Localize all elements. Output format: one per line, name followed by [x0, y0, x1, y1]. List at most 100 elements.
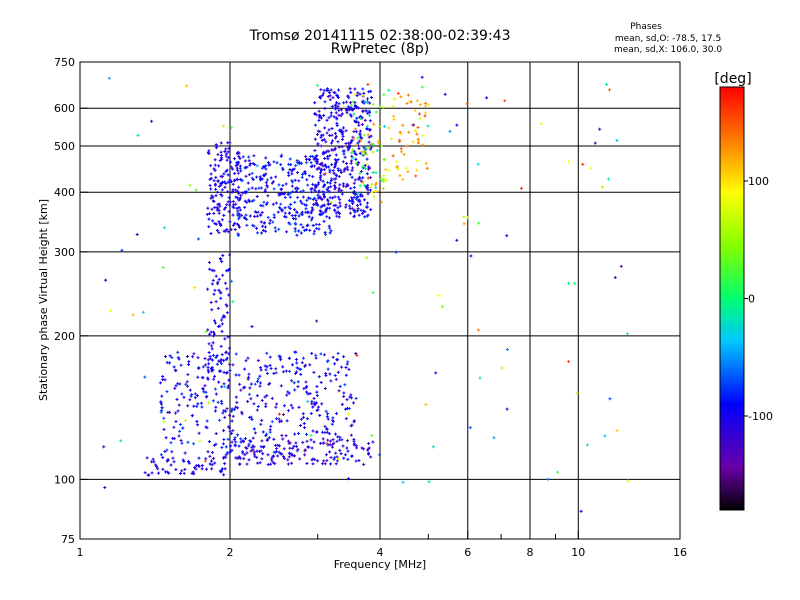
data-point [261, 452, 265, 456]
data-point [229, 160, 233, 164]
data-point [206, 358, 210, 362]
data-point [297, 367, 301, 371]
data-point [266, 194, 270, 198]
data-point [337, 108, 341, 112]
data-point [259, 422, 263, 426]
data-point [234, 188, 238, 192]
data-point [317, 166, 321, 170]
data-point [352, 137, 356, 141]
data-point [351, 401, 355, 405]
data-point [333, 208, 337, 212]
data-point [293, 371, 297, 375]
data-point [222, 437, 226, 441]
data-point [212, 334, 216, 338]
data-point [281, 166, 285, 170]
data-point [179, 422, 183, 426]
data-point [217, 209, 221, 213]
data-point [311, 429, 315, 433]
phases-line-x: mean, sd,X: 106.0, 30.0 [614, 45, 722, 55]
data-point [346, 168, 350, 172]
data-point [206, 368, 210, 372]
data-point [277, 354, 281, 358]
data-point [354, 153, 358, 157]
data-point [294, 189, 298, 193]
data-point [216, 282, 220, 286]
data-point [324, 372, 328, 376]
data-point [219, 362, 223, 366]
data-point [326, 87, 330, 91]
data-point [331, 445, 335, 449]
data-point [305, 390, 309, 394]
data-point [340, 365, 344, 369]
data-point [210, 194, 214, 198]
data-point [369, 134, 373, 138]
data-point [286, 458, 290, 462]
data-point [316, 405, 320, 409]
data-point [364, 109, 368, 113]
data-point [222, 429, 226, 433]
data-point [338, 204, 342, 208]
data-point [218, 418, 222, 422]
data-point [344, 417, 348, 421]
data-point [310, 206, 314, 210]
data-point [336, 105, 340, 109]
data-point [363, 163, 367, 167]
data-point [222, 213, 226, 217]
data-point [166, 410, 170, 414]
data-point [277, 417, 281, 421]
data-point [160, 408, 164, 412]
data-point [353, 178, 357, 182]
data-point [210, 368, 214, 372]
data-point [291, 180, 295, 184]
data-point [319, 352, 323, 356]
data-point [178, 429, 182, 433]
data-point [329, 88, 333, 92]
data-point [197, 431, 201, 435]
data-point [339, 129, 343, 133]
data-point [337, 102, 341, 106]
data-point [210, 463, 214, 467]
data-point [145, 456, 149, 460]
data-point [167, 471, 171, 475]
data-point [227, 293, 231, 297]
data-point [209, 196, 213, 200]
data-point [328, 231, 332, 235]
data-point [334, 106, 338, 110]
data-point [197, 456, 201, 460]
data-point [357, 198, 361, 202]
data-point [214, 274, 218, 278]
data-point [239, 169, 243, 173]
data-point [225, 168, 229, 172]
data-point [207, 362, 211, 366]
data-point [344, 162, 348, 166]
data-point [212, 377, 216, 381]
data-point [195, 404, 199, 408]
data-point [230, 448, 234, 452]
data-point [263, 190, 267, 194]
data-point [333, 455, 337, 459]
data-point [150, 471, 154, 475]
data-point [151, 457, 155, 461]
data-point [161, 467, 165, 471]
data-point [251, 436, 255, 440]
data-point [209, 232, 213, 236]
data-point [362, 447, 366, 451]
data-point [208, 462, 212, 466]
data-point [281, 413, 285, 417]
data-point [228, 203, 232, 207]
data-point [186, 440, 190, 444]
data-point [305, 417, 309, 421]
data-point [247, 173, 251, 177]
data-point [318, 171, 322, 175]
data-point [370, 96, 374, 100]
data-point [288, 441, 292, 445]
data-point [143, 471, 147, 475]
data-point [342, 355, 346, 359]
data-point [191, 355, 195, 359]
data-point [272, 215, 276, 219]
data-point [211, 278, 215, 282]
data-point [177, 434, 181, 438]
data-point [253, 382, 257, 386]
data-point [328, 450, 332, 454]
data-point [381, 187, 385, 191]
